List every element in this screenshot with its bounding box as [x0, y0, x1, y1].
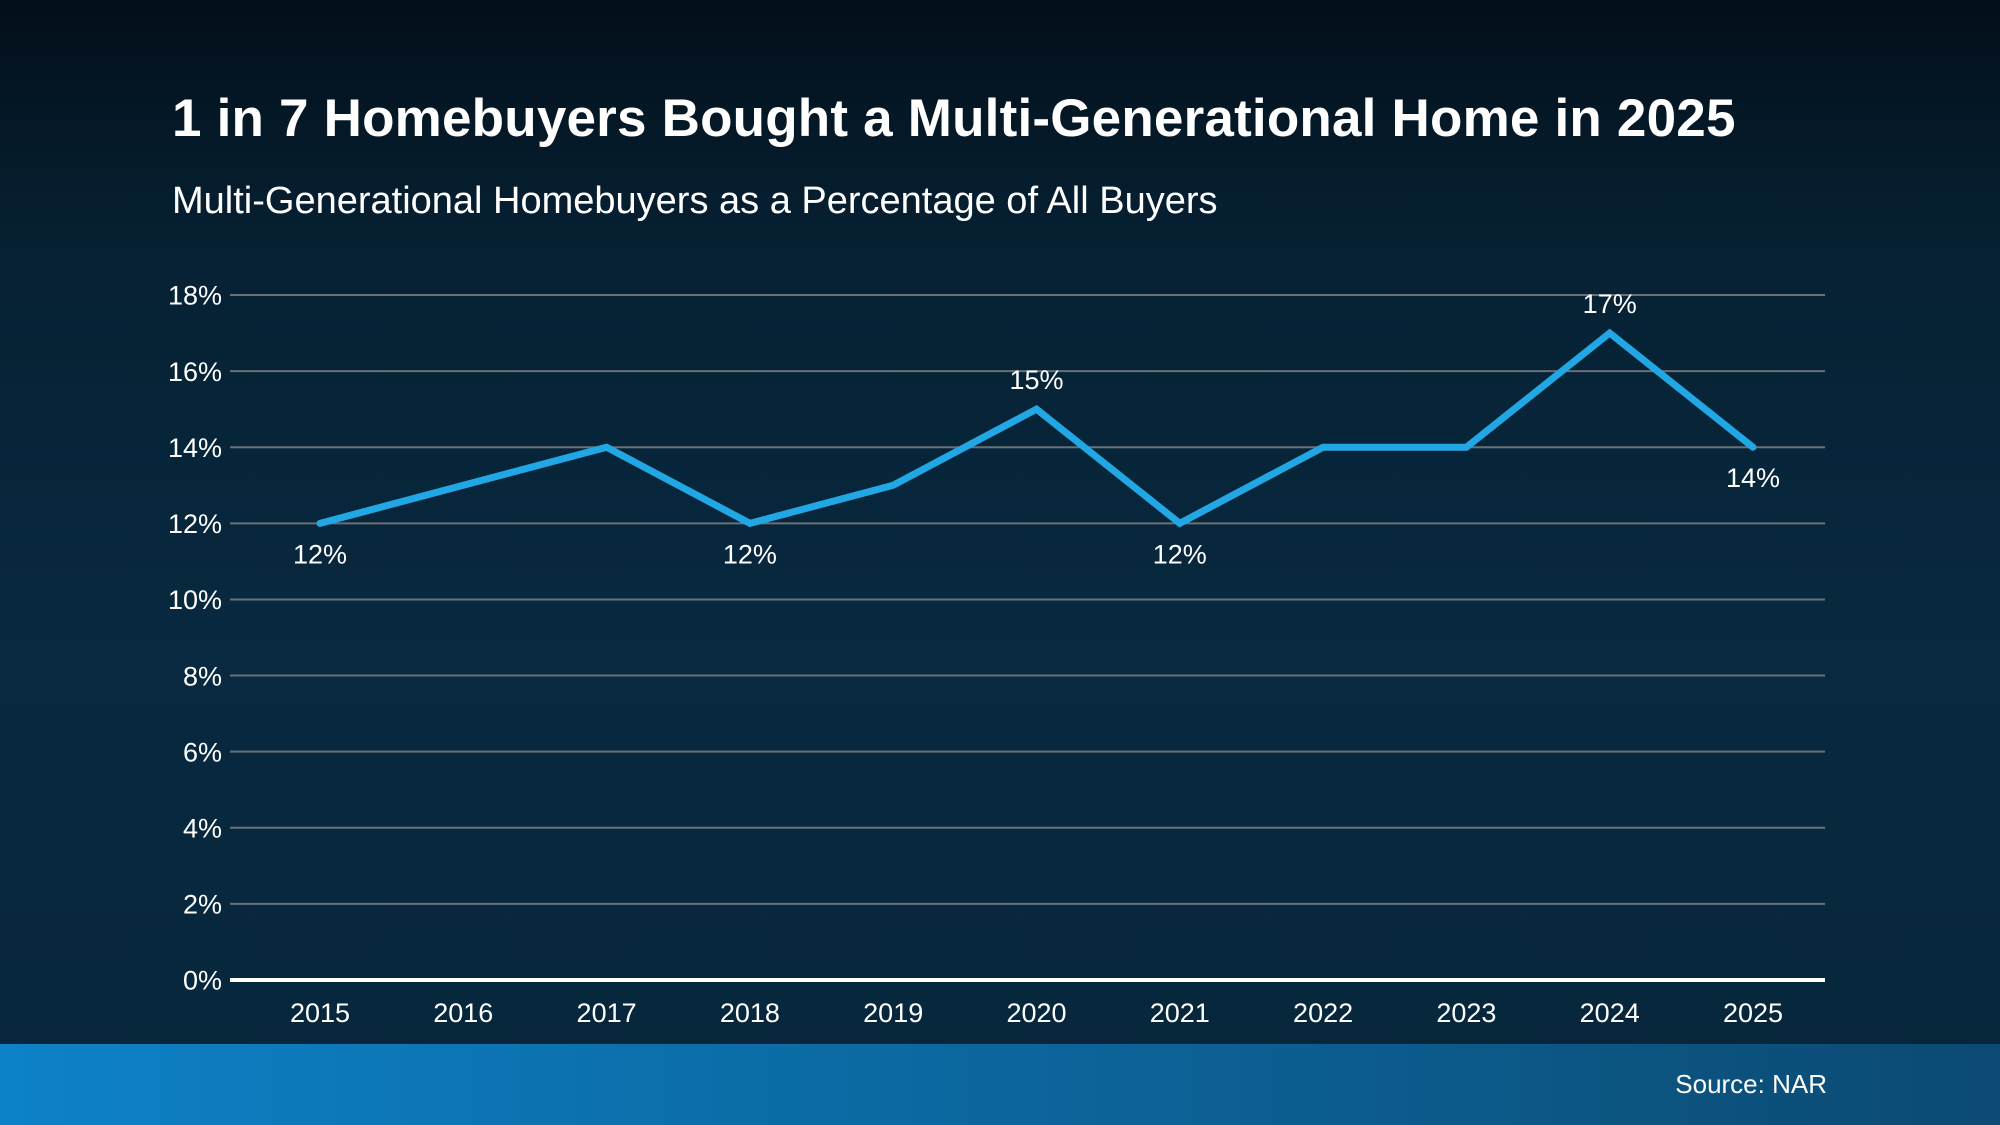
- data-point-labels: 12% 12% 15% 12% 17% 14%: [293, 289, 1780, 569]
- y-axis-tick-label: 14%: [168, 433, 222, 463]
- x-axis-tick-label: 2015: [290, 998, 350, 1028]
- y-axis-tick-label: 0%: [183, 966, 222, 996]
- x-axis-tick-label: 2024: [1580, 998, 1640, 1028]
- data-point-label: 12%: [1153, 539, 1207, 569]
- x-axis-tick-label: 2020: [1006, 998, 1066, 1028]
- y-axis-tick-label: 18%: [168, 281, 222, 311]
- y-axis-tick-label: 10%: [168, 585, 222, 615]
- series-line: [316, 328, 1757, 528]
- x-axis-tick-label: 2017: [577, 998, 637, 1028]
- x-axis-tick-label: 2022: [1293, 998, 1353, 1028]
- x-axis-labels: 2015 2016 2017 2018 2019 2020 2021 2022 2023 2024…: [290, 998, 1783, 1028]
- page-subtitle: Multi-Generational Homebuyers as a Perce…: [172, 180, 1218, 222]
- y-axis-tick-label: 12%: [168, 509, 222, 539]
- x-axis-tick-label: 2021: [1150, 998, 1210, 1028]
- x-axis-tick-label: 2018: [720, 998, 780, 1028]
- source-label: Source: NAR: [1675, 1069, 1827, 1099]
- x-axis-tick-label: 2016: [433, 998, 493, 1028]
- y-axis-tick-label: 6%: [183, 737, 222, 767]
- data-point-label: 15%: [1009, 365, 1063, 395]
- y-axis-tick-label: 2%: [183, 890, 222, 920]
- y-axis-tick-label: 8%: [183, 661, 222, 691]
- data-point-label: 12%: [293, 539, 347, 569]
- x-axis-tick-label: 2025: [1723, 998, 1783, 1028]
- page-title: 1 in 7 Homebuyers Bought a Multi-Generat…: [172, 89, 1736, 148]
- gridlines: [230, 294, 1825, 982]
- y-axis-tick-label: 16%: [168, 357, 222, 387]
- data-point-label: 14%: [1726, 463, 1780, 493]
- data-point-label: 12%: [723, 539, 777, 569]
- y-axis-labels: 0% 2% 4% 6% 8% 10% 12% 14% 16% 18%: [168, 281, 222, 996]
- data-point-label: 17%: [1583, 289, 1637, 319]
- x-axis-tick-label: 2019: [863, 998, 923, 1028]
- footer-bar: Source: NAR: [0, 1044, 2000, 1125]
- y-axis-tick-label: 4%: [183, 813, 222, 843]
- x-axis-tick-label: 2023: [1436, 998, 1496, 1028]
